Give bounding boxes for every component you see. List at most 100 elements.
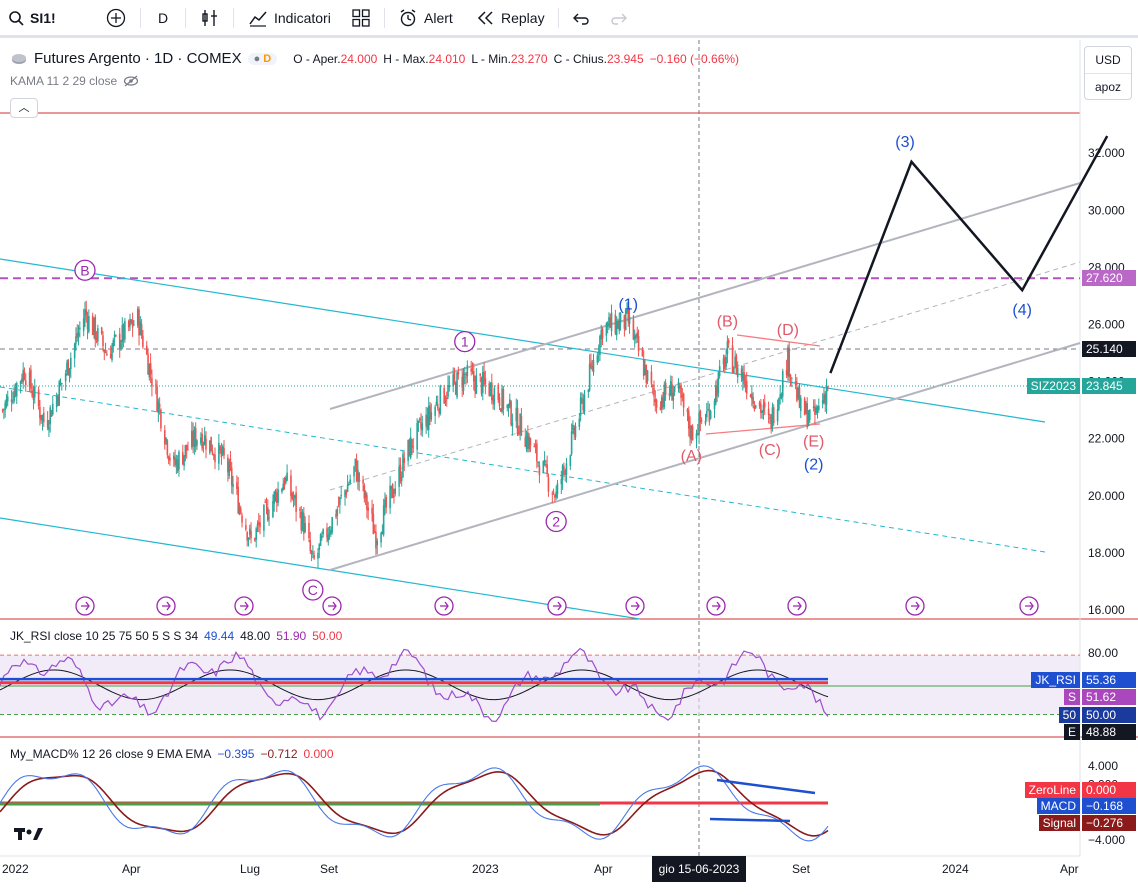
macd-signal-line [0,769,829,837]
candle-body [391,484,394,499]
rsi-value-4: 50.00 [312,629,343,643]
event-arrow-icon [81,601,90,611]
candle-body [111,346,113,360]
scale-settings-box[interactable]: USD apoz [1084,46,1132,100]
redo-button[interactable] [610,0,628,36]
kama-legend: KAMA 11 2 29 close [10,74,139,88]
candle-body [695,433,698,439]
wave-label: (2) [804,456,824,473]
candle-body [678,385,681,389]
candle-body [409,436,412,458]
candle-body [122,324,125,341]
chart-type-button[interactable] [200,0,220,36]
candle-body [507,404,510,409]
candle-body [169,457,171,461]
replay-button[interactable]: Replay [477,0,545,36]
indicators-button[interactable]: Indicatori [248,0,331,36]
candle-body [555,491,557,498]
triangle-lower-line [705,423,821,435]
candle-body [340,494,342,496]
undo-button[interactable] [572,0,590,36]
candle-body [309,540,312,552]
candle-body [124,321,126,340]
candle-body [86,316,89,330]
candle-body [138,309,140,336]
alert-button[interactable]: Alert [398,0,453,36]
candle-body [319,534,322,546]
candle-body [201,434,203,449]
candle-body [717,372,720,393]
candle-body [139,321,142,335]
candle-body [358,472,360,482]
candle-body [167,456,170,461]
candle-body [14,387,17,396]
candle-body [610,312,613,332]
candle-body [266,507,269,521]
candle-body [185,444,188,451]
ohlc-close: C - Chius.23.945 [553,51,644,66]
candle-body [70,357,72,370]
candle-body [744,383,747,386]
candle-body [328,532,331,535]
candle-body [806,403,809,428]
candle-body [140,323,143,336]
layout-button[interactable] [352,0,370,36]
price-tick-label: 30.000 [1088,203,1125,217]
series-visibility-icon[interactable] [10,52,28,66]
eye-hidden-icon[interactable] [123,75,139,87]
compare-button[interactable] [106,0,126,36]
candle-body [812,406,815,408]
candle-body [281,488,283,493]
scale-mode-selector[interactable]: apoz [1094,80,1122,94]
candle-body [700,420,703,422]
candle-body [588,364,591,391]
candle-body [317,552,319,559]
candle-body [429,405,431,417]
candle-body [221,446,224,455]
rsi-tick-label: 80.00 [1088,646,1118,660]
candle-body [104,351,107,353]
rewind-icon [477,10,495,26]
axis-tag-value: −0.168 [1082,798,1136,814]
candle-body [353,466,355,477]
candle-body [238,506,241,514]
candle-body [814,407,816,415]
candle-body [560,479,563,485]
candle-body [112,339,115,347]
rising-channel-mid [329,261,1081,491]
candle-body [148,364,151,378]
candle-body [547,477,550,492]
candle-body [664,382,667,395]
interval-label: D [158,10,169,26]
candle-body [173,455,175,460]
axis-tag-value: −0.276 [1082,815,1136,831]
candle-body [345,491,348,495]
candle-body [781,371,784,397]
candle-body [412,446,415,448]
candle-body [682,393,685,408]
candle-body [375,531,377,549]
chevron-up-icon: ︿ [18,102,30,114]
wave-label: (B) [717,314,738,331]
candle-body [493,387,496,405]
candle-body [403,457,406,463]
candle-body [46,420,49,428]
candle-body [798,387,801,408]
currency-selector[interactable]: USD [1085,47,1131,74]
candle-body [601,328,604,339]
symbol-search-button[interactable]: SI1! [8,0,56,36]
candle-body [633,335,636,339]
wave-label: (C) [759,442,781,459]
collapse-legend-button[interactable]: ︿ [10,98,38,118]
candle-body [275,492,278,503]
price-candles [1,300,829,569]
candle-body [645,364,648,384]
ohlc-low: L - Min.23.270 [471,51,548,66]
candle-body [348,484,350,486]
candle-body [178,451,180,470]
interval-button[interactable]: D [158,0,168,36]
candle-body [466,365,469,377]
candle-body [408,439,411,457]
toolbar-divider [185,8,186,28]
